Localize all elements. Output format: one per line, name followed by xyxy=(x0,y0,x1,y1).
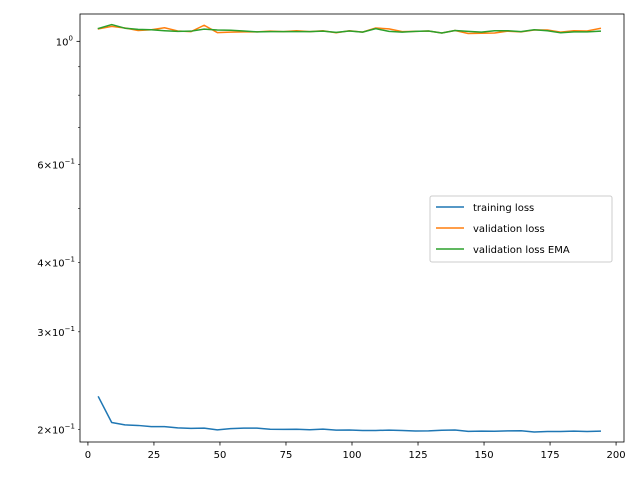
legend-box xyxy=(429,195,613,263)
legend: training loss validation loss validation l… xyxy=(429,195,613,263)
x-tick-label: 100 xyxy=(342,450,361,461)
x-tick-label: 125 xyxy=(408,450,427,461)
legend-label: validation loss xyxy=(473,224,545,235)
y-tick-label: 6×10−1 xyxy=(37,158,75,172)
legend-label: validation loss EMA xyxy=(473,245,570,256)
y-tick-label: 3×10−1 xyxy=(37,325,75,339)
series-layer xyxy=(97,23,602,433)
y-tick-label: 2×10−1 xyxy=(37,423,75,437)
y-tick-label: 100 xyxy=(56,34,73,48)
x-tick-label: 75 xyxy=(280,450,293,461)
y-tick-label: 4×10−1 xyxy=(37,255,75,269)
x-tick-label: 50 xyxy=(214,450,227,461)
y-axis: 100 2×10−1 3×10−1 4×10−1 6×10−1 xyxy=(37,34,80,437)
series-line-training-loss xyxy=(97,395,601,433)
x-tick-label: 175 xyxy=(541,450,560,461)
x-tick-label: 150 xyxy=(474,450,493,461)
x-tick-label: 0 xyxy=(85,450,91,461)
x-tick-label: 25 xyxy=(148,450,161,461)
x-tick-label: 200 xyxy=(607,450,626,461)
x-axis: 0 25 50 75 100 125 150 175 200 xyxy=(85,442,626,461)
legend-label: training loss xyxy=(473,203,534,214)
series-line-validation-loss-ema xyxy=(97,23,602,34)
